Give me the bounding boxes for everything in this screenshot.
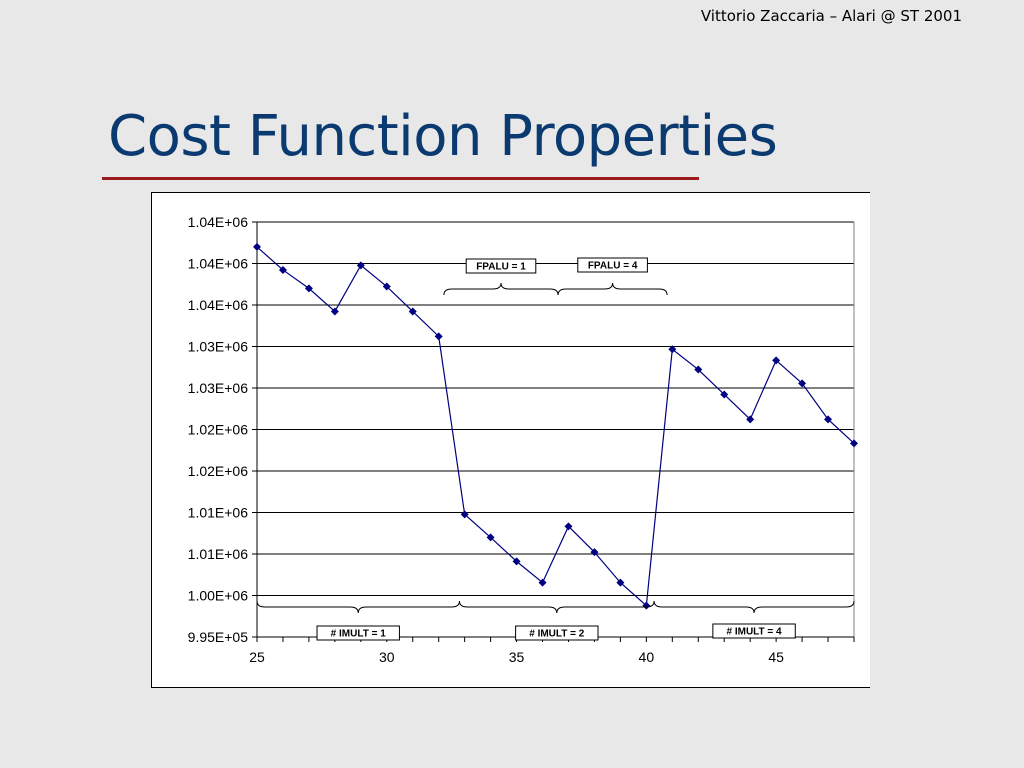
- data-point: [590, 548, 599, 557]
- x-tick-label: 45: [768, 649, 784, 665]
- axes: 9.95E+05 1.00E+06 1.01E+06 1.01E+06 1.02E+06…: [188, 214, 855, 665]
- data-point: [434, 332, 443, 341]
- series: [253, 242, 858, 610]
- data-point: [772, 356, 781, 365]
- annotation-box: [515, 625, 599, 641]
- slide-author-header: Vittorio Zaccaria – Alari @ ST 2001: [700, 7, 962, 25]
- cost-function-chart: 9.95E+05 1.00E+06 1.01E+06 1.01E+06 1.02E+06…: [188, 214, 858, 665]
- data-point: [668, 345, 677, 354]
- annotation-label: # IMULT = 1: [331, 629, 387, 640]
- data-point: [356, 261, 365, 270]
- annotation-label: FPALU = 1: [476, 262, 526, 273]
- annotation-brace: [458, 600, 655, 614]
- data-point: [486, 533, 495, 542]
- data-point: [278, 265, 287, 274]
- x-tick-label: 25: [249, 649, 265, 665]
- y-tick-label: 1.01E+06: [188, 505, 249, 521]
- annotations: FPALU = 1 FPALU = 4 # IMULT = 1 # IMULT = 2…: [256, 257, 855, 641]
- annotation-box: [316, 625, 400, 641]
- data-point: [330, 307, 339, 316]
- x-tick-label: 35: [509, 649, 525, 665]
- gridlines: [257, 221, 855, 637]
- y-tick-label: 1.04E+06: [188, 297, 249, 313]
- y-tick-label: 1.01E+06: [188, 546, 249, 562]
- data-point: [253, 242, 261, 251]
- data-point: [382, 282, 391, 291]
- annotation-label: # IMULT = 2: [529, 629, 585, 640]
- series-line: [256, 246, 855, 607]
- data-point: [850, 439, 858, 448]
- annotation-brace: [653, 600, 855, 614]
- y-tick-label: 1.04E+06: [188, 256, 249, 272]
- chart-frame: 9.95E+05 1.00E+06 1.01E+06 1.01E+06 1.02E+06…: [151, 192, 870, 688]
- y-tick-label: 1.03E+06: [188, 380, 249, 396]
- data-point: [616, 578, 625, 587]
- y-tick-label: 9.95E+05: [188, 629, 249, 645]
- annotation-box: [465, 258, 537, 274]
- data-point: [642, 601, 651, 610]
- data-point: [460, 510, 469, 519]
- y-tick-label: 1.03E+06: [188, 339, 249, 355]
- data-point: [824, 415, 833, 424]
- annotation-brace: [443, 282, 559, 296]
- y-tick-label: 1.02E+06: [188, 463, 249, 479]
- data-point: [564, 522, 573, 531]
- data-point: [408, 307, 417, 316]
- y-tick-label: 1.04E+06: [188, 214, 249, 230]
- data-point: [694, 365, 703, 374]
- x-tick-label: 30: [379, 649, 395, 665]
- annotation-brace: [557, 282, 668, 296]
- data-point: [512, 557, 521, 566]
- data-point: [304, 284, 313, 293]
- annotation-label: # IMULT = 4: [727, 627, 783, 638]
- title-underline-rule: [102, 177, 699, 180]
- annotation-label: FPALU = 4: [588, 261, 638, 272]
- data-point: [798, 379, 807, 388]
- x-tick-label: 40: [639, 649, 655, 665]
- data-point: [720, 390, 729, 399]
- slide-title: Cost Function Properties: [108, 104, 778, 169]
- data-point: [538, 578, 547, 587]
- data-point: [746, 415, 755, 424]
- y-tick-label: 1.00E+06: [188, 588, 249, 604]
- annotation-box: [577, 257, 648, 273]
- annotation-brace: [256, 600, 460, 614]
- annotation-box: [712, 623, 796, 639]
- y-tick-label: 1.02E+06: [188, 422, 249, 438]
